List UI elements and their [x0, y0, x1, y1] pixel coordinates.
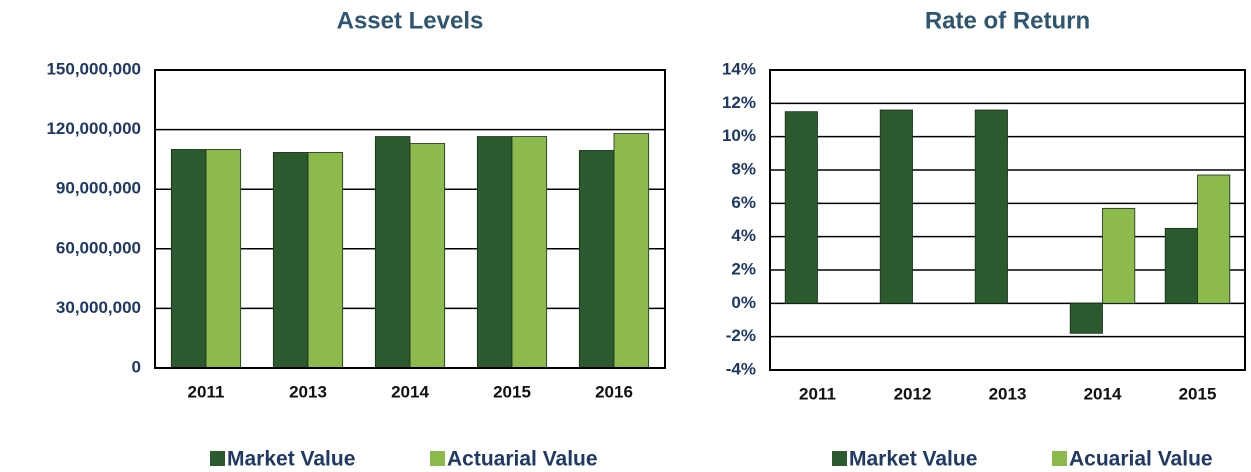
x-tick-label: 2011 [799, 384, 836, 403]
plot-frame [154, 69, 666, 369]
chart-title: Rate of Return [925, 7, 1090, 34]
x-tick-label: 2014 [1084, 384, 1122, 403]
y-tick-label: 60,000,000 [56, 238, 141, 257]
bar [205, 149, 242, 369]
x-tick-label: 2012 [894, 384, 932, 403]
legend-label: Market Value [227, 448, 355, 471]
bar [1197, 174, 1231, 304]
bar [409, 143, 446, 369]
bar [879, 109, 913, 304]
bar [578, 150, 615, 369]
y-tick-label: 90,000,000 [56, 179, 141, 198]
x-tick-label: 2015 [1179, 384, 1217, 403]
bar [974, 109, 1008, 304]
y-tick-label: 4% [731, 226, 756, 245]
bar [476, 136, 513, 369]
legend-swatch [832, 451, 847, 466]
y-tick-label: 0% [731, 293, 756, 312]
y-tick-label: 150,000,000 [46, 59, 141, 78]
y-tick-label: 0 [132, 357, 141, 376]
bar [1164, 227, 1198, 304]
y-tick-label: 14% [722, 59, 756, 78]
x-tick-label: 2015 [493, 382, 531, 401]
y-tick-label: 6% [731, 193, 756, 212]
legend-swatch [1052, 451, 1067, 466]
legend-swatch [430, 451, 445, 466]
legend-label: Actuarial Value [447, 448, 598, 471]
y-tick-label: 12% [722, 93, 756, 112]
bar [613, 133, 650, 369]
bar [511, 136, 548, 369]
legend-label: Acuarial Value [1069, 448, 1213, 471]
x-tick-label: 2013 [289, 382, 327, 401]
y-tick-label: 10% [722, 126, 756, 145]
legend-label: Market Value [849, 448, 977, 471]
x-tick-label: 2011 [188, 382, 225, 401]
x-tick-label: 2016 [595, 382, 633, 401]
bar [307, 152, 344, 369]
bar [170, 149, 207, 369]
chart-title: Asset Levels [337, 7, 484, 34]
bar [1069, 302, 1103, 334]
y-tick-label: 8% [731, 159, 756, 178]
plot-frame [769, 69, 1246, 371]
y-tick-label: 120,000,000 [46, 119, 141, 138]
bar [1102, 207, 1136, 304]
bar [784, 111, 818, 304]
bar [374, 136, 411, 369]
y-tick-label: 2% [731, 259, 756, 278]
x-tick-label: 2014 [391, 382, 429, 401]
y-tick-label: -2% [726, 326, 756, 345]
legend-swatch [210, 451, 225, 466]
x-tick-label: 2013 [989, 384, 1027, 403]
bar [272, 152, 309, 369]
y-tick-label: -4% [726, 359, 756, 378]
y-tick-label: 30,000,000 [56, 298, 141, 317]
